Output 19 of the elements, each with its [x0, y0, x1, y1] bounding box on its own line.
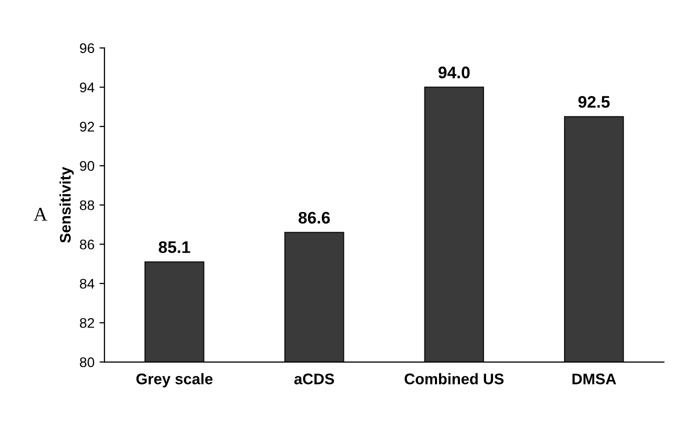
- x-tick-label: DMSA: [572, 374, 616, 384]
- y-tick-label: 86: [80, 240, 94, 250]
- data-label: 86.6: [298, 212, 330, 224]
- x-tick-label: Combined US: [404, 373, 504, 384]
- y-tick-label: 80: [80, 357, 94, 368]
- y-tick-label: 82: [80, 318, 94, 328]
- y-tick-label: 92: [80, 122, 94, 132]
- data-label: 92.5: [578, 96, 610, 108]
- x-tick-label: Grey scale: [136, 373, 213, 388]
- y-tick-label: 90: [80, 161, 94, 171]
- text: A: [34, 208, 48, 221]
- y-tick-label: 96: [80, 43, 94, 54]
- x-tick-label: aCDS: [294, 374, 334, 384]
- data-label: 85.1: [158, 241, 190, 254]
- y-tick-label: 88: [80, 200, 94, 210]
- y-axis-title: Sensitivity: [60, 166, 74, 243]
- data-label: 94.0: [438, 66, 470, 78]
- y-tick-label: 94: [80, 82, 94, 92]
- y-tick-label: 84: [80, 278, 94, 289]
